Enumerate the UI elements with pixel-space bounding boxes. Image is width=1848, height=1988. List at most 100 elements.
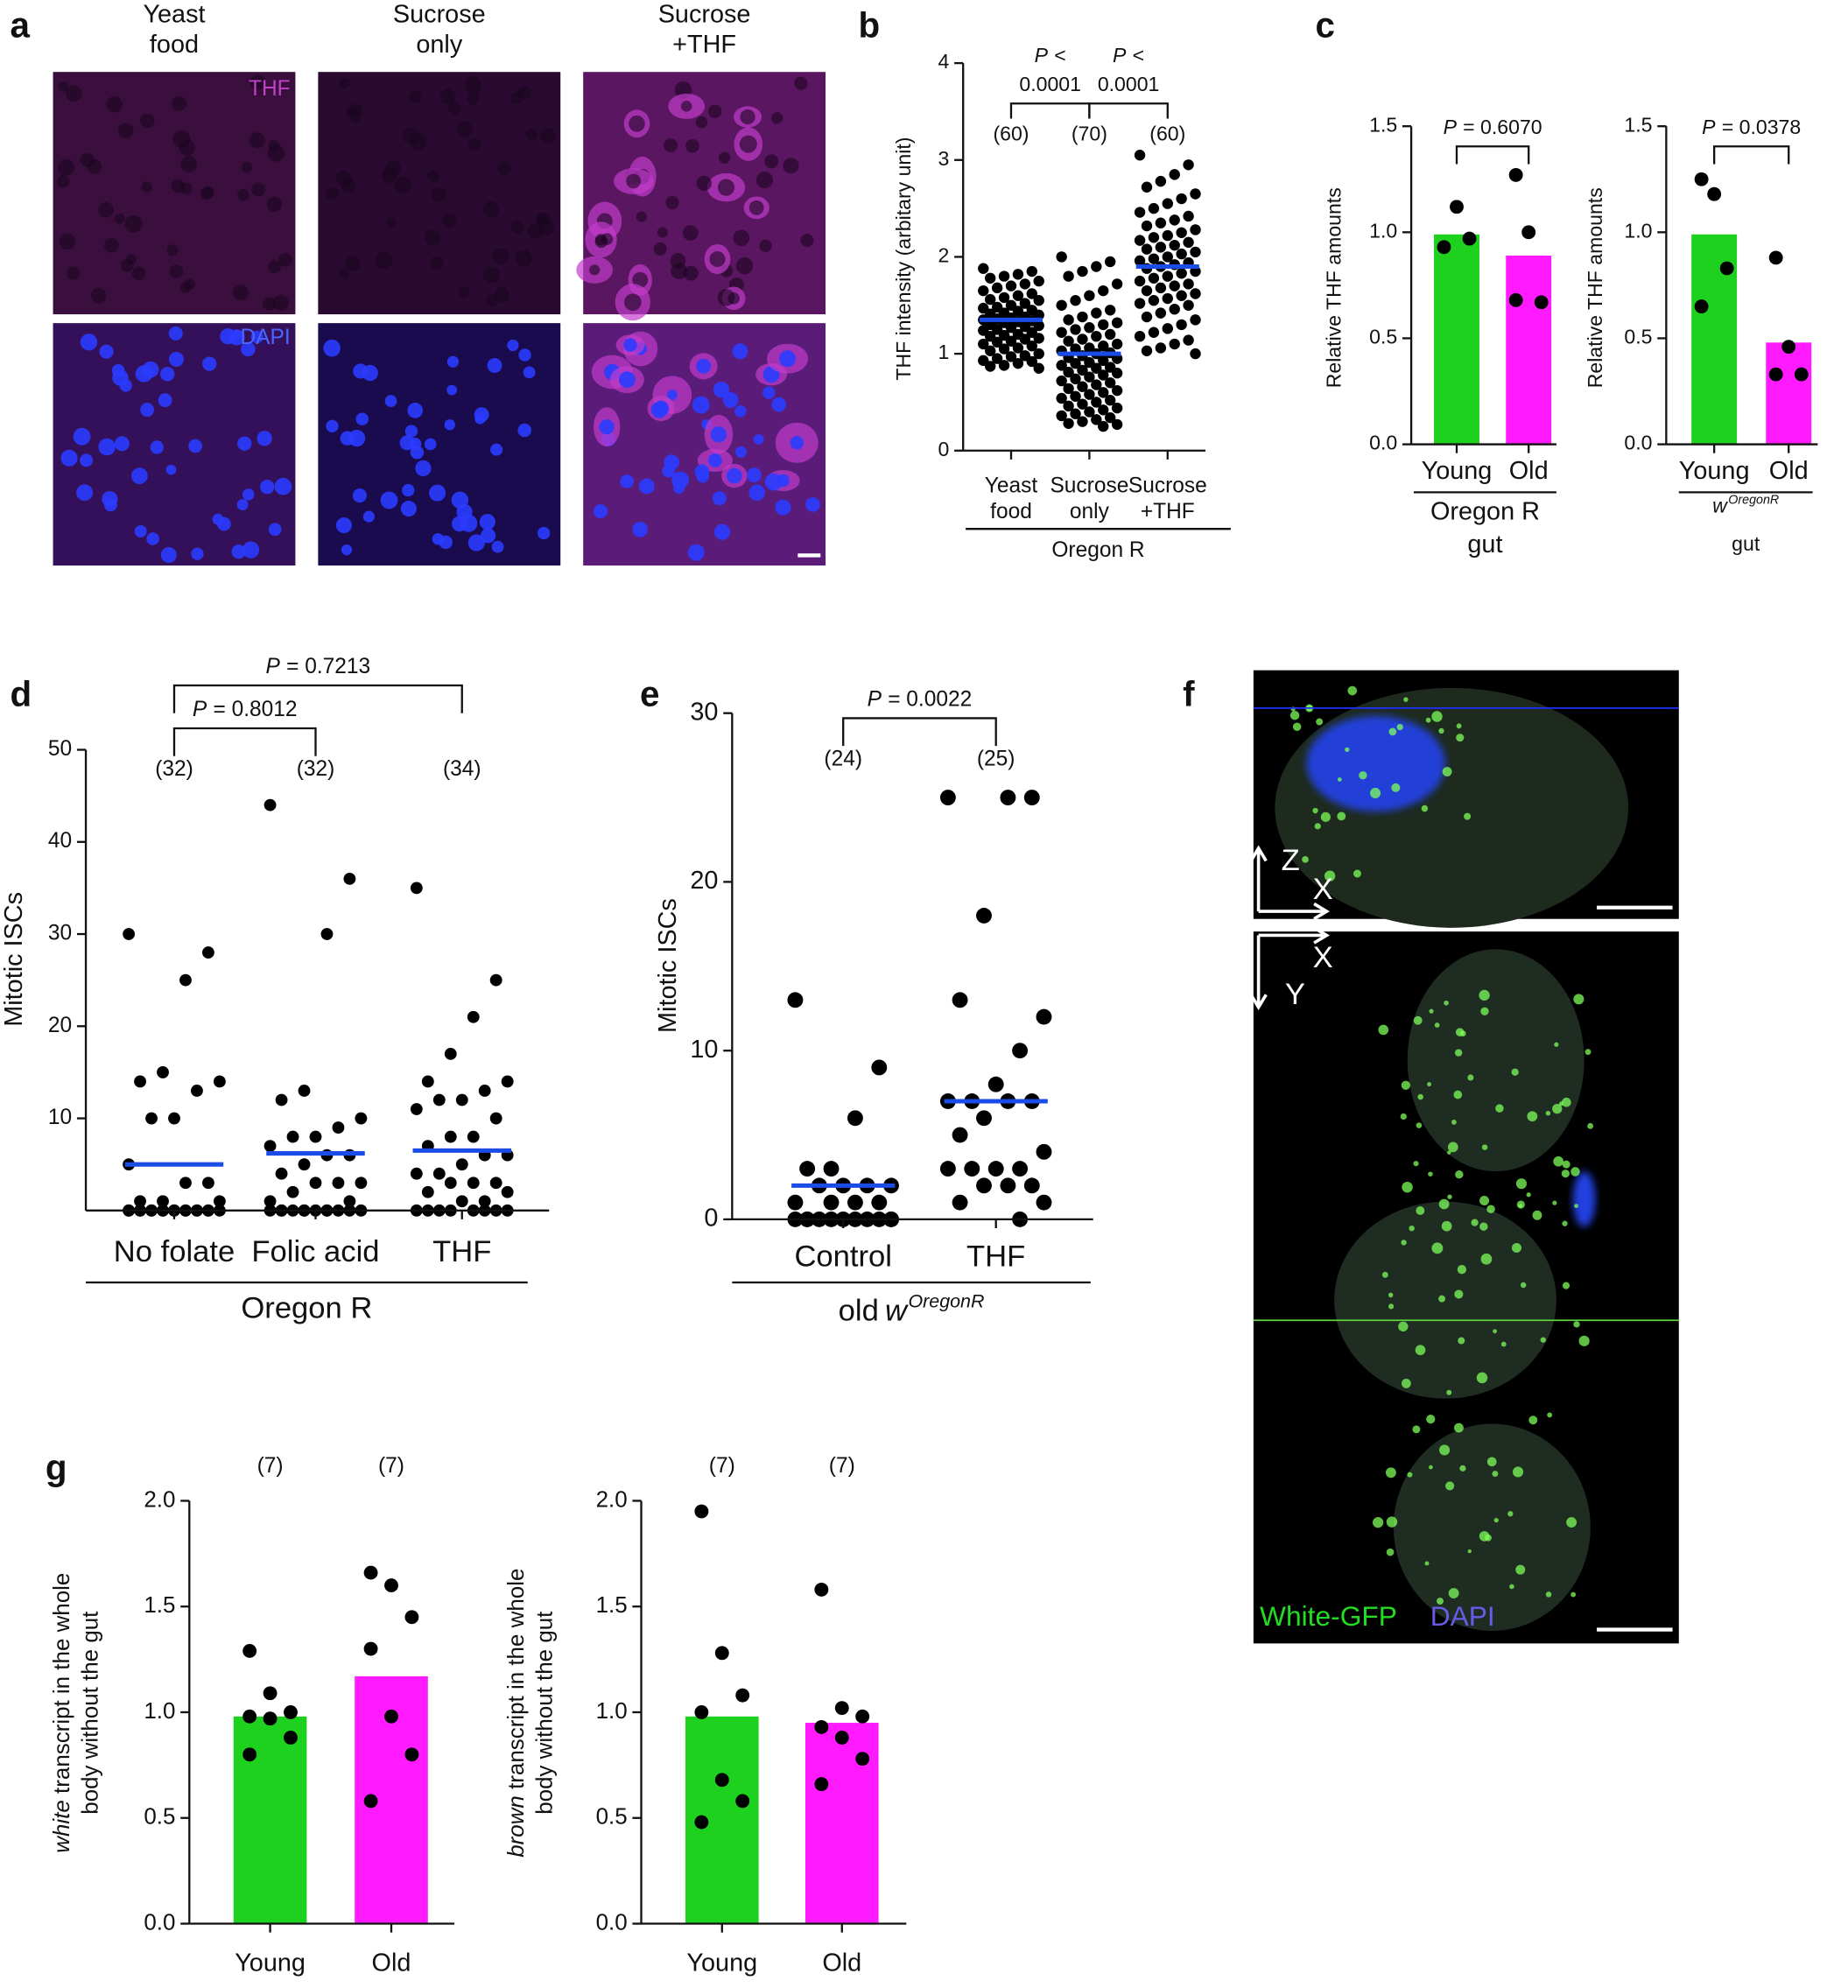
hole <box>682 225 699 241</box>
nucleus <box>474 407 489 423</box>
hole <box>623 293 642 312</box>
data-point <box>1707 186 1722 201</box>
gfp-speck <box>1532 1210 1542 1220</box>
gfp-speck <box>1312 807 1318 814</box>
nucleus <box>76 484 94 502</box>
p-value: P = 0.8012 <box>193 698 298 721</box>
hole <box>114 214 125 224</box>
gfp-speck <box>1401 1240 1407 1246</box>
data-point <box>814 1582 829 1597</box>
nucleus <box>191 547 204 560</box>
hole <box>59 233 76 250</box>
gfp-speck <box>1547 1412 1553 1418</box>
nucleus <box>80 334 98 351</box>
gfp-speck <box>1562 1282 1570 1289</box>
data-point <box>1077 265 1088 277</box>
data-point <box>1169 169 1180 180</box>
data-point <box>467 1130 480 1143</box>
hole <box>594 235 608 249</box>
data-point <box>455 1195 468 1208</box>
n-label: (34) <box>443 757 481 781</box>
nucleus <box>735 446 748 458</box>
y-axis-label: THF intensity (arbitary unit) <box>892 137 915 381</box>
data-point <box>1111 402 1123 414</box>
data-point <box>1134 235 1146 246</box>
hole <box>339 78 350 89</box>
hole <box>494 287 510 304</box>
nucleus <box>242 488 255 501</box>
data-point <box>714 1773 729 1788</box>
hole <box>106 95 123 113</box>
gfp-speck <box>1359 771 1367 780</box>
data-point <box>1056 360 1067 371</box>
p-value-part: < <box>1054 44 1065 67</box>
nucleus <box>410 446 425 460</box>
data-point <box>998 343 1010 355</box>
data-point <box>286 1185 299 1198</box>
nucleus <box>168 326 183 341</box>
hole <box>325 186 339 200</box>
gfp-speck <box>1500 1341 1507 1347</box>
panel-label: d <box>11 674 32 714</box>
data-point <box>1019 334 1031 345</box>
data-point <box>134 1195 146 1208</box>
gfp-speck <box>1457 1265 1467 1275</box>
n-label: (32) <box>297 757 335 781</box>
gfp-speck <box>1552 1200 1557 1205</box>
x-tick-label: Control <box>794 1240 892 1274</box>
hole <box>733 229 750 247</box>
data-point <box>1012 342 1024 354</box>
gfp-speck <box>1434 1022 1440 1028</box>
data-point <box>1084 290 1095 301</box>
data-point <box>1155 242 1167 253</box>
data-point <box>1056 299 1067 311</box>
data-point <box>1033 362 1044 374</box>
nucleus <box>250 330 263 344</box>
hole <box>425 229 440 246</box>
gfp-speck <box>1552 1104 1563 1114</box>
nucleus <box>650 401 668 418</box>
data-point <box>978 285 989 297</box>
hole <box>268 260 281 274</box>
data-point <box>1155 282 1167 294</box>
hole <box>497 161 511 176</box>
y-tick-label: 1.5 <box>596 1593 628 1618</box>
x-tick-label: No folate <box>114 1235 235 1268</box>
y-tick-label: 0.0 <box>1624 432 1652 454</box>
data-point <box>991 353 1003 364</box>
data-point <box>1070 373 1081 385</box>
p-value-part: P <box>193 698 207 721</box>
nucleus <box>662 464 676 478</box>
data-point <box>421 1075 434 1088</box>
nucleus <box>380 491 398 509</box>
nucleus <box>274 477 292 495</box>
data-point <box>1000 1177 1016 1194</box>
data-point <box>998 270 1010 282</box>
bar <box>1506 255 1552 445</box>
hole <box>467 92 480 105</box>
comparison-bracket <box>1088 102 1169 119</box>
gfp-speck <box>1558 1101 1564 1106</box>
nucleus <box>355 412 369 425</box>
data-point <box>1056 327 1067 338</box>
data-point <box>410 1167 423 1180</box>
group-label: old wOregonR <box>839 1290 985 1327</box>
y-tick-label: 1.5 <box>1624 113 1652 136</box>
hole <box>140 113 155 129</box>
gfp-speck <box>1337 777 1342 782</box>
hole <box>515 249 532 268</box>
gfp-speck <box>1438 1295 1446 1303</box>
data-point <box>1091 397 1102 408</box>
y-tick-label: 1 <box>938 341 950 363</box>
hole <box>202 186 214 199</box>
gfp-speck <box>1431 1242 1444 1254</box>
group-label-part: w <box>1712 495 1728 517</box>
data-point <box>1162 251 1173 263</box>
hole <box>57 158 75 176</box>
data-point <box>1056 392 1067 404</box>
data-point <box>1033 275 1044 287</box>
gfp-speck <box>1486 1205 1495 1213</box>
nucleus <box>507 339 519 352</box>
hole <box>141 181 152 193</box>
